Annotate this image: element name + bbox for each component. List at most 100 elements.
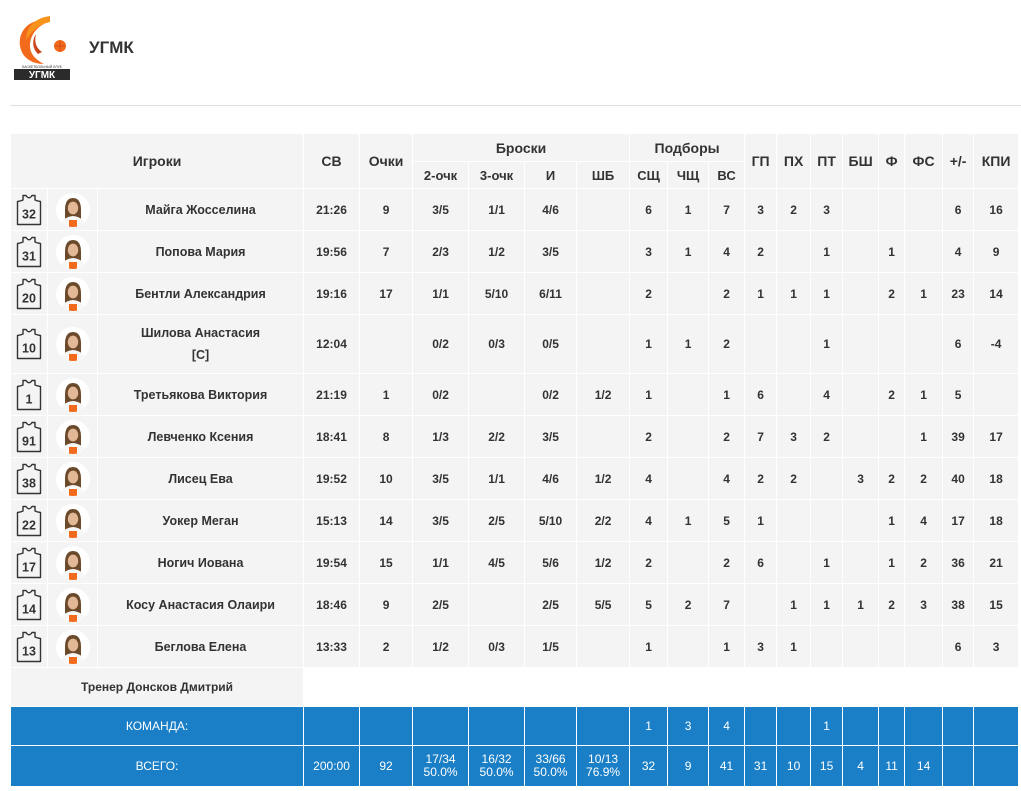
player-name-cell[interactable]: Третьякова Виктория [96, 373, 305, 416]
player-name[interactable]: Ногич Иована [157, 555, 244, 570]
table-row: 38 Лисец Ева 19:52 10 3/5 1/1 4/6 1/2 4 4 2 2 3 2 2 40 1… [10, 457, 1020, 500]
stat-fg: 2/5 [524, 583, 578, 626]
total-ft: 10/13 76.9% [576, 745, 631, 787]
stat-pts: 8 [359, 415, 414, 458]
table-row: 31 Попова Мария 19:56 7 2/3 1/2 3/5 3 1 4 2 1 1 4 9 [10, 230, 1020, 273]
stat-fg: 1/5 [524, 625, 578, 668]
stat-eff: -4 [973, 314, 1020, 374]
stat-to [776, 499, 812, 542]
col-tot[interactable]: ВС [708, 161, 746, 189]
player-name[interactable]: Шилова Анастасия [140, 326, 261, 340]
player-name-cell[interactable]: Левченко Ксения [96, 415, 305, 458]
col-to[interactable]: ПХ [776, 133, 812, 189]
stat-blk [842, 625, 880, 668]
jersey-cell: 10 [10, 314, 48, 374]
player-name[interactable]: Третьякова Виктория [133, 387, 268, 402]
stat-fg2: 1/1 [412, 272, 470, 315]
col-players[interactable]: Игроки [9, 133, 305, 189]
team-row-label: КОМАНДА: [9, 706, 305, 746]
total-stl: 15 [810, 745, 844, 787]
player-name[interactable]: Попова Мария [155, 244, 246, 259]
player-name-cell[interactable]: Попова Мария [96, 230, 305, 273]
player-avatar [55, 276, 90, 311]
stat-pm: 36 [942, 541, 975, 584]
stat-fd: 1 [904, 415, 944, 458]
stat-def [667, 457, 710, 500]
stat-stl: 1 [810, 541, 844, 584]
stat-stl [810, 625, 844, 668]
col-pf[interactable]: Ф [878, 133, 906, 189]
total-pf: 11 [878, 745, 906, 787]
player-name[interactable]: Беглова Елена [154, 639, 247, 654]
stat-off: 4 [629, 457, 669, 500]
player-name-cell[interactable]: Шилова Анастасия [C] [96, 314, 305, 374]
col-ft[interactable]: ШБ [576, 161, 631, 189]
player-name-cell[interactable]: Майга Жосселина [96, 188, 305, 231]
col-eff[interactable]: КПИ [973, 133, 1020, 189]
total-row: ВСЕГО: 200:00 92 17/34 50.0% 16/32 50.0% 3… [9, 745, 1020, 787]
player-name[interactable]: Уокер Меган [162, 513, 239, 528]
col-pts[interactable]: Очки [359, 133, 414, 189]
stat-ft [576, 314, 631, 374]
col-def[interactable]: ЧЩ [667, 161, 710, 189]
player-name[interactable]: Лисец Ева [168, 471, 233, 486]
player-name[interactable]: Бентли Александрия [135, 286, 266, 301]
stat-def: 1 [667, 188, 710, 231]
stat-fd: 1 [904, 373, 944, 416]
col-fd[interactable]: ФС [904, 133, 944, 189]
avatar-cell [47, 373, 98, 416]
jersey-cell: 14 [10, 583, 48, 626]
player-avatar [55, 327, 90, 361]
stat-fg2: 1/2 [412, 625, 470, 668]
col-min[interactable]: СВ [303, 133, 361, 189]
stat-blk [842, 230, 880, 273]
col-blk[interactable]: БШ [842, 133, 880, 189]
col-pm[interactable]: +/- [942, 133, 975, 189]
coach-name: Тренер Донсков Дмитрий [9, 667, 305, 707]
stat-pf: 1 [878, 499, 906, 542]
stat-fg2: 2/5 [412, 583, 470, 626]
stat-fg2: 3/5 [412, 457, 470, 500]
col-stl[interactable]: ПТ [810, 133, 844, 189]
stat-ft [576, 188, 631, 231]
player-name[interactable]: Косу Анастасия Олаири [126, 597, 275, 612]
stat-fg3: 1/2 [468, 230, 526, 273]
col-fg[interactable]: И [524, 161, 578, 189]
col-fg2[interactable]: 2-очк [412, 161, 470, 189]
player-name-cell[interactable]: Уокер Меган [96, 499, 305, 542]
col-off[interactable]: СЩ [629, 161, 669, 189]
total-def: 9 [667, 745, 710, 787]
stat-min: 19:52 [303, 457, 361, 500]
player-name-cell[interactable]: Косу Анастасия Олаири [96, 583, 305, 626]
stat-eff: 9 [973, 230, 1020, 273]
player-name-cell[interactable]: Лисец Ева [96, 457, 305, 500]
total-off: 32 [629, 745, 669, 787]
stat-fg2: 2/3 [412, 230, 470, 273]
table-row: 17 Ногич Иована 19:54 15 1/1 4/5 5/6 1/2 2 2 6 1 1 2 3… [10, 541, 1020, 584]
stat-def: 1 [667, 230, 710, 273]
player-name-cell[interactable]: Ногич Иована [96, 541, 305, 584]
stat-eff: 14 [973, 272, 1020, 315]
col-fg3[interactable]: 3-очк [468, 161, 526, 189]
stat-eff: 21 [973, 541, 1020, 584]
stat-blk [842, 314, 880, 374]
stat-ft: 1/2 [576, 457, 631, 500]
stat-pm: 39 [942, 415, 975, 458]
col-ast[interactable]: ГП [744, 133, 778, 189]
team-header: БАСКЕТБОЛЬНЫЙ КЛУБ УГМК УГМК [0, 0, 1021, 100]
stat-eff: 18 [973, 499, 1020, 542]
player-name-cell[interactable]: Беглова Елена [96, 625, 305, 668]
player-name[interactable]: Левченко Ксения [147, 429, 254, 444]
stat-tot: 4 [708, 457, 746, 500]
stat-fg3: 2/5 [468, 499, 526, 542]
player-name[interactable]: Майга Жосселина [145, 202, 256, 217]
stat-def [667, 373, 710, 416]
jersey-cell: 20 [10, 272, 48, 315]
player-name-cell[interactable]: Бентли Александрия [96, 272, 305, 315]
stat-fg: 5/6 [524, 541, 578, 584]
stat-fd: 1 [904, 272, 944, 315]
stat-fg3: 0/3 [468, 625, 526, 668]
stat-fd: 4 [904, 499, 944, 542]
svg-text:17: 17 [22, 560, 36, 574]
stat-ast [744, 583, 778, 626]
